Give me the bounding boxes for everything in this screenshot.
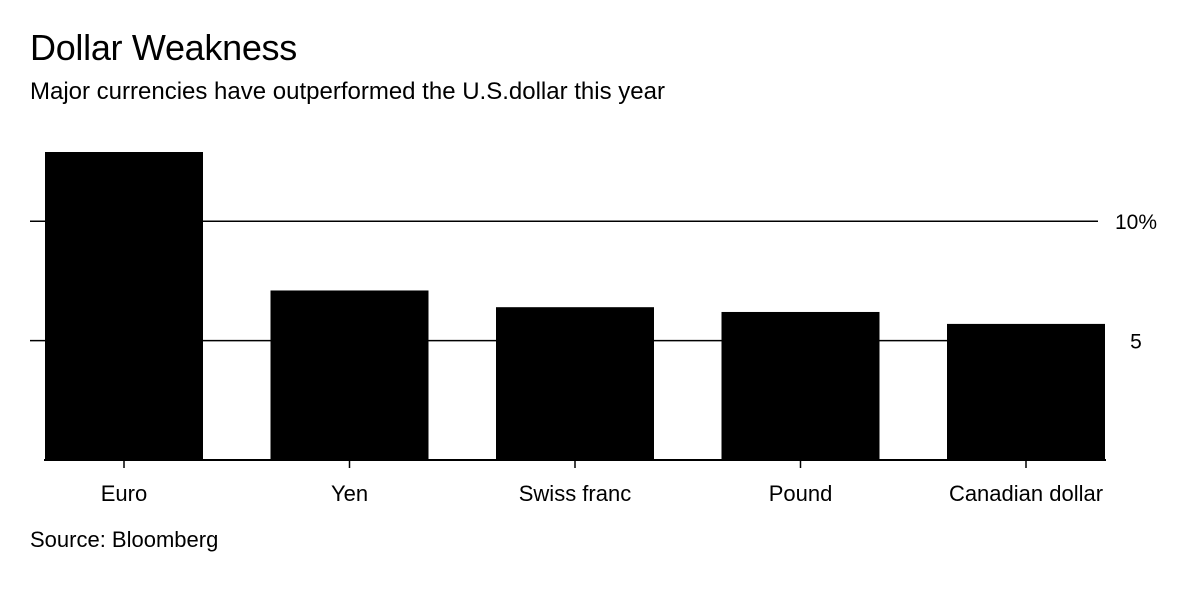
bar-pound	[721, 311, 880, 460]
chart-title: Dollar Weakness	[30, 27, 297, 68]
chart-subtitle: Major currencies have outperformed the U…	[30, 78, 665, 105]
bar-euro	[45, 152, 203, 460]
x-tick-label-swiss-franc: Swiss franc	[519, 481, 631, 506]
source-note: Source: Bloomberg	[30, 527, 219, 552]
x-tick-label-pound: Pound	[769, 481, 833, 506]
y-tick-label-5: 5	[1130, 331, 1142, 354]
bar-canadian-dollar	[947, 323, 1105, 460]
y-tick-label-10: 10%	[1115, 211, 1157, 234]
bars	[45, 152, 1105, 460]
x-tick-label-canadian-dollar: Canadian dollar	[949, 481, 1103, 506]
bar-swiss-franc	[496, 307, 654, 460]
bar-yen	[270, 290, 429, 460]
x-tick-label-yen: Yen	[331, 481, 368, 506]
x-tick-label-euro: Euro	[101, 481, 147, 506]
labels: 5 10% Euro Yen Swiss franc Pound Canadian doll…	[101, 211, 1157, 506]
x-axis	[44, 459, 1106, 468]
